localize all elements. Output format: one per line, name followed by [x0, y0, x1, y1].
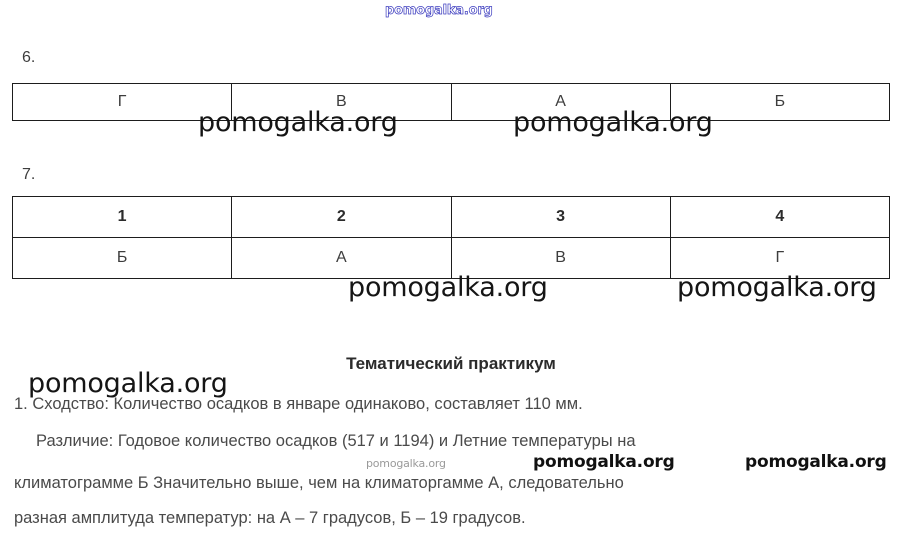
practicum-paragraph-2: Различие: Годовое количество осадков (51… [36, 432, 636, 450]
table-header-row: 1 2 3 4 [11, 196, 891, 238]
practicum-heading: Тематический практикум [346, 354, 556, 373]
practicum-paragraph-3: климатограмме Б Значительно выше, чем на… [14, 474, 624, 492]
practicum-paragraph-4: разная амплитуда температур: на А – 7 гр… [14, 509, 526, 527]
table-cell-7-4: Г [669, 237, 891, 279]
watermark-top: pomogalka.org [385, 3, 494, 19]
table-header-7-4: 4 [669, 196, 891, 238]
table-cell-6-4: Б [669, 83, 891, 121]
table-cell-6-2: В [231, 83, 452, 121]
table-cell-6-3: А [450, 83, 671, 121]
answers-table-7: 1 2 3 4 Б А В Г [11, 196, 891, 279]
table-header-7-3: 3 [450, 196, 671, 238]
table-cell-7-1: Б [11, 237, 233, 279]
table-cell-7-3: В [450, 237, 671, 279]
table-row: Б А В Г [11, 237, 891, 279]
table-cell-6-1: Г [11, 83, 233, 121]
watermark-body-small: pomogalka.org [366, 457, 446, 470]
watermark-body-bold-mid: pomogalka.org [533, 452, 675, 472]
table-header-7-1: 1 [11, 196, 233, 238]
watermark-body-bold-right: pomogalka.org [745, 452, 887, 472]
answers-table-6: Г В А Б [11, 83, 891, 121]
section-number-7: 7. [22, 166, 36, 183]
table-row: Г В А Б [11, 83, 891, 121]
section-number-6: 6. [22, 49, 36, 66]
practicum-paragraph-1: 1. Сходство: Количество осадков в январе… [14, 395, 583, 413]
table-cell-7-2: А [231, 237, 452, 279]
table-header-7-2: 2 [231, 196, 452, 238]
